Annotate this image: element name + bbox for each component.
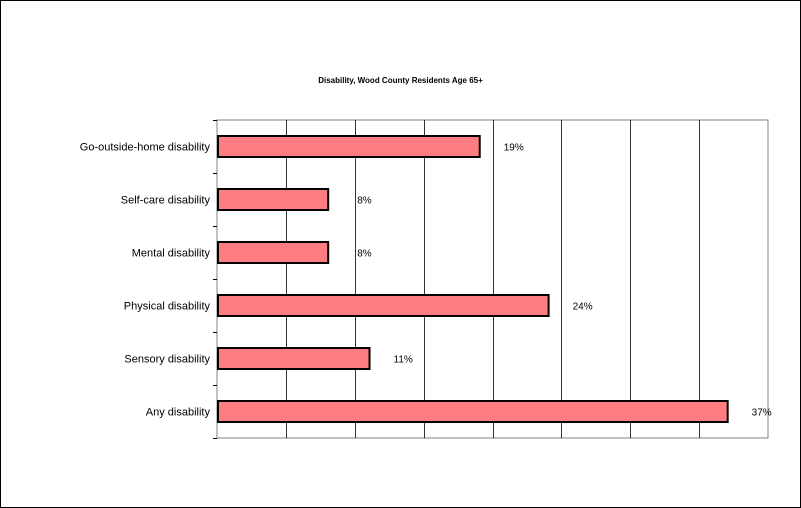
data-label: 37% [752, 408, 772, 419]
plot-area [216, 119, 769, 439]
category-label: Self-care disability [121, 195, 211, 207]
data-label: 24% [573, 302, 593, 313]
data-label: 8% [357, 196, 372, 207]
category-label: Any disability [146, 407, 211, 419]
category-label: Physical disability [124, 301, 211, 313]
chart-title: Disability, Wood County Residents Age 65… [318, 76, 483, 85]
bar [217, 188, 330, 211]
bar [217, 241, 330, 264]
bar [217, 347, 371, 370]
data-label: 8% [357, 249, 372, 260]
data-label: 19% [504, 143, 524, 154]
bar [217, 135, 481, 158]
category-label: Mental disability [132, 248, 211, 260]
bar [217, 294, 550, 317]
category-label: Sensory disability [124, 354, 210, 366]
category-label: Go-outside-home disability [80, 142, 211, 154]
bar [217, 400, 729, 423]
data-label: 11% [394, 355, 413, 366]
